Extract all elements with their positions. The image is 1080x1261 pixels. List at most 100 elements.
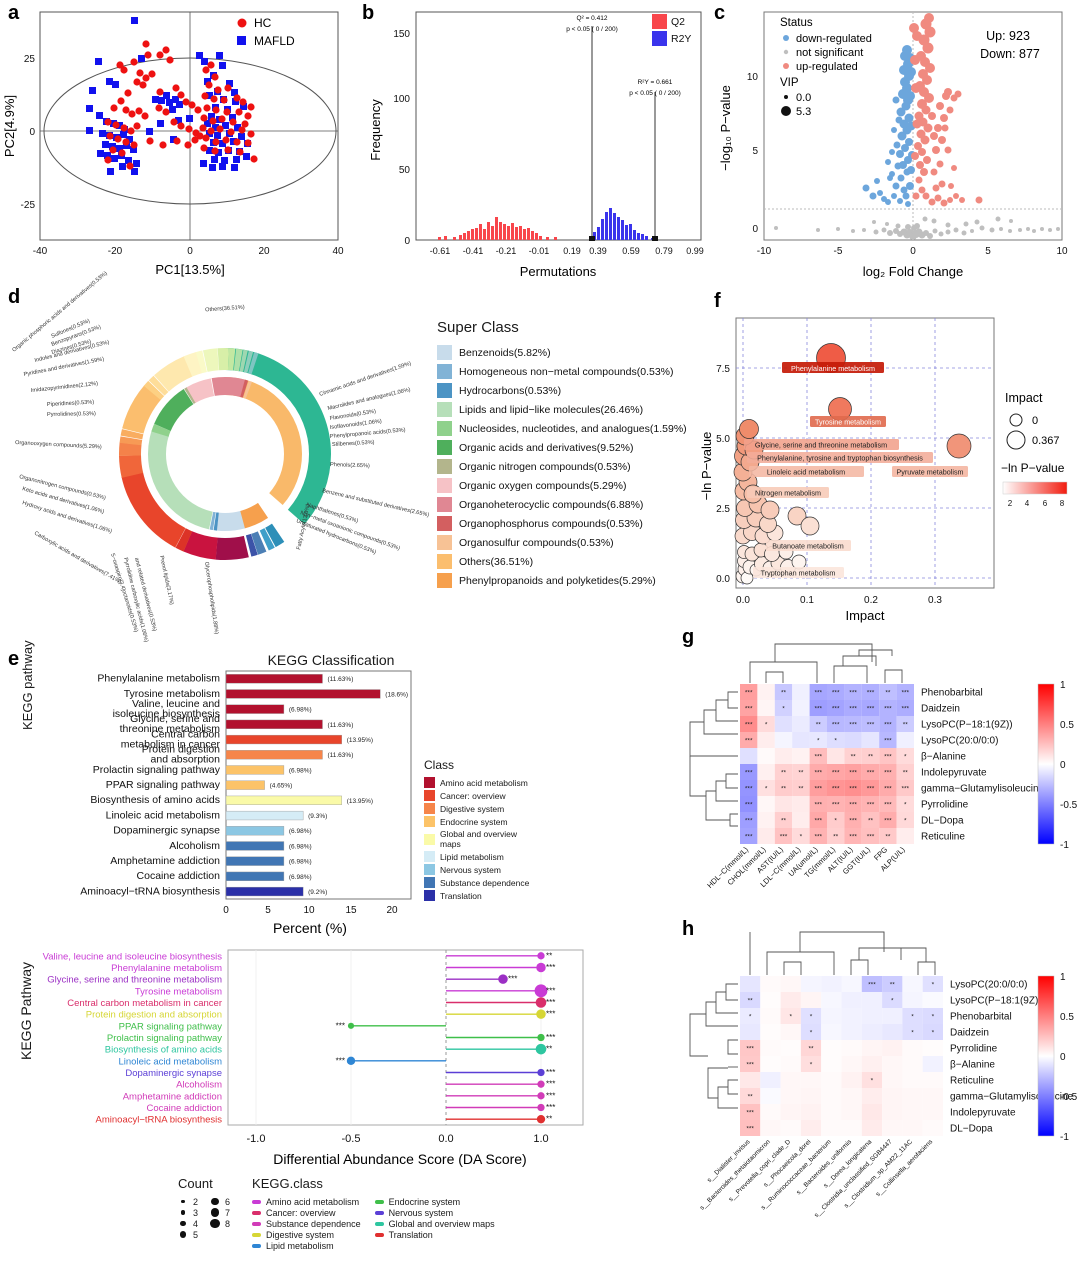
superclass-legend-item: Organic acids and derivatives(9.52%) bbox=[437, 440, 687, 455]
svg-text:0.3: 0.3 bbox=[928, 595, 942, 606]
panel-h-col-dendrogram bbox=[749, 931, 936, 975]
da-significance: *** bbox=[336, 1056, 345, 1065]
kegg-pathway-label: Linoleic acid metabolism bbox=[106, 809, 221, 821]
heatmap-significance: *** bbox=[867, 834, 875, 841]
da-significance: ** bbox=[546, 1045, 552, 1054]
da-significance: *** bbox=[546, 1103, 555, 1112]
heatmap-cell bbox=[792, 780, 810, 796]
heatmap-row-label: Phenobarbital bbox=[950, 1012, 1012, 1023]
svg-text:-0.61: -0.61 bbox=[430, 246, 451, 256]
vip-max-label: 5.3 bbox=[796, 106, 811, 118]
class-legend-item: Nervous system bbox=[424, 864, 540, 875]
panel-e-title: KEGG Classification bbox=[267, 652, 395, 668]
class-label: Lipid metabolism bbox=[440, 851, 504, 862]
da-pathway-label: Dopaminergic synapse bbox=[125, 1068, 222, 1079]
kegg-class-item: Global and overview maps bbox=[374, 1218, 495, 1229]
kegg-class-label: Substance dependence bbox=[266, 1218, 361, 1229]
heatmap-cell bbox=[922, 1008, 943, 1024]
heatmap-cell bbox=[882, 1088, 903, 1104]
da-point bbox=[347, 1022, 355, 1029]
svg-text:Linoleic acid metabolism: Linoleic acid metabolism bbox=[767, 468, 845, 477]
da-pathway-label: Prolactin signaling pathway bbox=[107, 1033, 222, 1044]
heatmap-cell bbox=[882, 1056, 903, 1072]
heatmap-cell bbox=[861, 992, 883, 1008]
da-pathway-label: Alcoholism bbox=[176, 1080, 222, 1091]
heatmap-cell bbox=[774, 796, 793, 812]
heatmap-cell bbox=[821, 1104, 842, 1120]
heatmap-cell bbox=[740, 1088, 761, 1104]
da-significance: *** bbox=[336, 1021, 345, 1030]
heatmap-cell bbox=[774, 748, 793, 764]
heatmap-significance: *** bbox=[849, 818, 857, 825]
heatmap-cell bbox=[792, 684, 810, 700]
heatmap-cell bbox=[760, 1120, 781, 1136]
heatmap-cell bbox=[827, 764, 845, 780]
superclass-swatch bbox=[437, 440, 452, 455]
heatmap-cell bbox=[757, 764, 775, 780]
svg-text:20: 20 bbox=[386, 905, 398, 916]
panel-g-row-dendrogram bbox=[689, 691, 738, 827]
heatmap-cell bbox=[844, 764, 862, 780]
da-significance: *** bbox=[508, 975, 517, 984]
panel-f-ylabel: −ln P−value bbox=[699, 432, 714, 501]
panel-e: e KEGG Classification KEGG pathway (11.6… bbox=[0, 630, 540, 940]
kegg-class-label: Lipid metabolism bbox=[266, 1240, 334, 1251]
heatmap-significance: *** bbox=[745, 802, 753, 809]
da-point bbox=[498, 974, 508, 984]
kegg-bar bbox=[225, 871, 285, 881]
superclass-legend-item: Organoheterocyclic compounds(6.88%) bbox=[437, 497, 687, 512]
superclass-swatch bbox=[437, 364, 452, 379]
heatmap-cell bbox=[896, 796, 914, 812]
heatmap-significance: *** bbox=[868, 982, 876, 989]
kegg-class-legend: KEGG.class Amino acid metabolism Cancer: … bbox=[252, 1176, 495, 1251]
heatmap-cell bbox=[774, 764, 793, 780]
count-label: 7 bbox=[225, 1207, 231, 1218]
kegg-bar bbox=[225, 734, 342, 745]
heatmap-cell bbox=[922, 1104, 943, 1120]
svg-text:-0.5: -0.5 bbox=[342, 1133, 361, 1145]
class-legend-item: Endocrine system bbox=[424, 816, 540, 827]
heatmap-cell bbox=[760, 1088, 781, 1104]
da-pathway-label: Phenylalanine metabolism bbox=[111, 963, 222, 974]
heatmap-cell bbox=[792, 700, 810, 716]
heatmap-significance: *** bbox=[867, 802, 875, 809]
class-swatch bbox=[424, 803, 435, 814]
panel-da-rows: ** Valine, leucine and isoleucine biosynt… bbox=[43, 951, 556, 1125]
heatmap-cell bbox=[740, 1104, 761, 1120]
heatmap-significance: *** bbox=[832, 802, 840, 809]
svg-text:Tryptophan metabolism: Tryptophan metabolism bbox=[761, 569, 836, 578]
heatmap-significance: *** bbox=[746, 1110, 754, 1117]
panel-da-score: KEGG Pathway ** Valine, leucine and isole… bbox=[0, 930, 660, 1261]
superclass-legend-item: Homogeneous non−metal compounds(0.53%) bbox=[437, 364, 687, 379]
count-dot bbox=[181, 1199, 185, 1204]
heatmap-cell bbox=[760, 1040, 781, 1056]
kegg-pathway-label: Amphetamine addiction bbox=[110, 855, 220, 867]
kegg-bar bbox=[225, 674, 323, 684]
superclass-legend-item: Others(36.51%) bbox=[437, 554, 687, 569]
da-point bbox=[537, 952, 545, 960]
superclass-legend-items: Benzenoids(5.82%) Homogeneous non−metal c… bbox=[437, 345, 687, 588]
heatmap-cell bbox=[780, 976, 801, 992]
kegg-bar bbox=[225, 704, 285, 714]
svg-text:0: 0 bbox=[1060, 760, 1066, 771]
panel-a-label: a bbox=[8, 2, 20, 24]
panel-da-xticks: -1.0 -0.5 0.0 1.0 bbox=[247, 1133, 549, 1145]
superclass-label: Organic oxygen compounds(5.29%) bbox=[459, 479, 627, 492]
heatmap-significance: *** bbox=[745, 786, 753, 793]
kegg-pathway-label: Prolactin signaling pathway bbox=[93, 764, 221, 776]
heatmap-cell bbox=[922, 1120, 943, 1136]
panel-da-chart: ** Valine, leucine and isoleucine biosynt… bbox=[43, 949, 584, 1167]
panel-h-label: h bbox=[682, 918, 695, 940]
count-dot-wrap bbox=[178, 1231, 188, 1238]
panel-c: c bbox=[708, 0, 1080, 285]
panel-c-down-count: Down: 877 bbox=[980, 47, 1040, 61]
heatmap-significance: *** bbox=[867, 722, 875, 729]
panel-c-plot: Status down-regulated not significant up… bbox=[718, 11, 1068, 279]
heatmap-cell bbox=[902, 1088, 923, 1104]
panel-c-ylabel: −log₁₀ P−value bbox=[718, 85, 733, 171]
da-pathway-label: Glycine, serine and threonine metabolism bbox=[47, 975, 222, 986]
svg-text:0.2: 0.2 bbox=[864, 595, 878, 606]
panel-c-xticks: -10 -5 0 5 10 bbox=[757, 246, 1068, 257]
heatmap-cell bbox=[757, 732, 775, 748]
